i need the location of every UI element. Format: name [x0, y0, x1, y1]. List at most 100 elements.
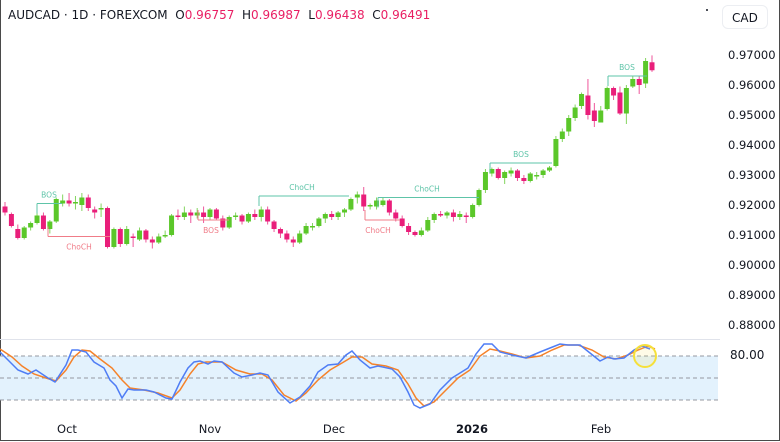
symbol-name[interactable]: AUDCAD — [8, 8, 61, 22]
candle-body — [514, 170, 520, 178]
candle-body — [303, 226, 309, 234]
candle-body — [169, 215, 175, 235]
candle-body — [547, 167, 553, 171]
symbol-legend[interactable]: AUDCAD · 1D · FOREXCOM O0.96757 H0.96987… — [8, 8, 430, 22]
price-tick: 0.97000 — [728, 48, 776, 62]
candle-body — [457, 214, 463, 217]
candle-body — [124, 229, 130, 244]
separator: · — [88, 8, 100, 22]
stochastic-d-line — [0, 344, 656, 407]
dot-icon — [706, 9, 708, 11]
candle-body — [342, 209, 348, 213]
candle-body — [630, 79, 636, 87]
candle-body — [566, 118, 572, 132]
stochastic-level-label: 80.00 — [730, 348, 765, 362]
interval[interactable]: 1D — [71, 8, 89, 22]
candle-body — [604, 88, 610, 109]
price-tick: 0.88000 — [728, 318, 776, 332]
stochastic-k-line — [0, 343, 651, 409]
candle-body — [438, 214, 444, 216]
candle-body — [245, 214, 251, 222]
candle-body — [335, 212, 341, 217]
candle-body — [66, 200, 72, 204]
candle-body — [104, 208, 110, 247]
candle-body — [239, 215, 245, 222]
candle-body — [367, 205, 373, 207]
candle-body — [636, 79, 642, 85]
candle-body — [194, 212, 200, 216]
candle-body — [233, 215, 239, 217]
candle-body — [329, 214, 335, 217]
candle-body — [258, 209, 264, 217]
candle-body — [143, 230, 149, 240]
candle-body — [40, 215, 46, 229]
candle-body — [623, 88, 629, 114]
candle-body — [406, 226, 412, 232]
time-tick: Feb — [590, 422, 612, 436]
structure-label-bos: BOS — [41, 191, 57, 200]
candle-body — [444, 212, 450, 216]
candle-body — [502, 172, 508, 178]
candle-body — [213, 209, 219, 219]
candle-body — [534, 175, 540, 177]
candle-body — [188, 212, 194, 216]
candle-body — [21, 227, 27, 238]
candle-body — [450, 212, 456, 217]
price-tick: 0.89000 — [728, 288, 776, 302]
candle-body — [374, 200, 380, 207]
time-tick: 2026 — [455, 422, 489, 436]
candle-body — [476, 190, 482, 205]
candle-body — [271, 221, 277, 229]
candle-body — [28, 223, 34, 228]
candle-body — [98, 208, 104, 210]
structure-label-choch: ChoCH — [365, 226, 390, 235]
candle-body — [117, 229, 123, 244]
price-tick: 0.90000 — [728, 258, 776, 272]
candle-body — [34, 215, 40, 223]
candle-body — [521, 178, 527, 181]
close-value: 0.96491 — [380, 8, 431, 22]
price-tick: 0.93000 — [728, 168, 776, 182]
currency-button[interactable]: CAD — [722, 5, 768, 29]
candle-body — [393, 212, 399, 219]
candle-body — [53, 199, 59, 222]
low-label: L — [308, 8, 315, 22]
candle-body — [156, 236, 162, 243]
candle-body — [297, 233, 303, 243]
candle-body — [591, 110, 597, 121]
pane-separator[interactable] — [0, 339, 720, 340]
candle-body — [482, 172, 488, 190]
candle-body — [130, 236, 136, 238]
close-label: C — [372, 8, 381, 22]
candle-body — [149, 239, 155, 243]
candle-body — [572, 107, 578, 118]
price-tick: 0.95000 — [728, 108, 776, 122]
candle-body — [354, 194, 360, 198]
structure-label-choch: ChoCH — [289, 183, 314, 192]
structure-label-bos: BOS — [619, 63, 635, 72]
candle-body — [585, 95, 591, 115]
price-axis[interactable]: 0.97000 0.96000 0.95000 0.94000 0.93000 0.920… — [720, 0, 778, 440]
candle-body — [226, 217, 232, 228]
candle-body — [15, 229, 21, 238]
structure-label-choch: ChoCH — [414, 185, 439, 194]
candle-body — [470, 205, 476, 217]
candle-body — [598, 110, 604, 123]
candle-body — [431, 214, 437, 220]
price-tick: 0.92000 — [728, 198, 776, 212]
candle-body — [207, 209, 213, 217]
candle-body — [60, 200, 66, 204]
candle-body — [617, 92, 623, 114]
open-label: O — [175, 8, 185, 22]
candle-body — [643, 61, 649, 84]
candle-body — [553, 139, 559, 166]
structure-label-choch: ChoCH — [66, 243, 91, 252]
candle-body — [85, 197, 91, 208]
candle-body — [2, 206, 8, 213]
candle-body — [277, 229, 283, 234]
candle-body — [72, 202, 78, 204]
price-tick: 0.94000 — [728, 138, 776, 152]
candle-body — [316, 218, 322, 226]
candle-body — [495, 169, 501, 178]
